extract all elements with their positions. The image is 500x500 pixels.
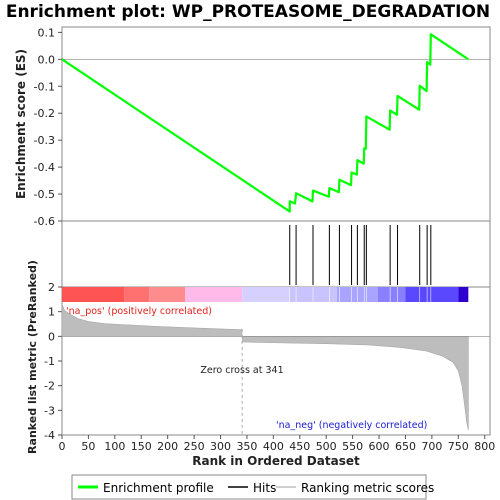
zero-cross-label: Zero cross at 341 [200,365,283,376]
es-y-tick-label: -0.3 [34,134,55,147]
hits-panel-frame [61,220,491,288]
color-bar-segment [62,287,125,302]
es-y-tick-label: -0.4 [34,161,55,174]
x-axis-title: Rank in Ordered Dataset [192,454,360,468]
color-bar-segment [124,287,150,302]
rank-y-tick-label: 1 [48,306,55,319]
enrichment-profile-curve [61,33,490,213]
x-tick-label: 700 [421,440,442,453]
x-tick-label: 750 [448,440,469,453]
color-bar-segment [458,287,469,302]
x-tick-label: 400 [263,440,284,453]
color-bar-segment [242,287,290,302]
x-tick-label: 100 [104,440,125,453]
x-axis: 0 50 100 150 200 250 300 350 400 450 500 550 600 650 7… [59,435,495,453]
color-bar-segment [377,287,406,302]
color-bar-segment [149,287,186,302]
ranking-metric-fill [61,304,469,431]
chart-title: Enrichment plot: WP_PROTEASOME_DEGRADATI… [6,2,490,22]
x-tick-label: 550 [342,440,363,453]
x-tick-label: 150 [131,440,152,453]
rank-y-tick-label: -1 [44,355,55,368]
legend: Enrichment profile Hits Ranking metric s… [71,474,434,500]
rank-y-axis-title: Ranked list metric (PreRanked) [26,260,39,454]
rank-y-tick-label: -3 [44,404,55,417]
rank-y-tick-label: -2 [44,380,55,393]
hit-markers [289,225,432,302]
x-tick-label: 600 [369,440,390,453]
x-tick-label: 0 [59,440,66,453]
negative-correlation-label: 'na_neg' (negatively correlated) [276,420,427,431]
x-tick-label: 800 [474,440,495,453]
x-tick-label: 650 [395,440,416,453]
enrichment-profile-line [61,33,469,213]
color-bar-segment [185,287,243,302]
rank-y-tick-label: 0 [48,330,55,343]
es-y-axis: 0.1 0.0 -0.1 -0.2 -0.3 -0.4 -0.5 -0.6 [34,26,62,228]
rank-y-axis: 2 1 0 -1 -2 -3 -4 [44,281,62,442]
x-tick-label: 250 [184,440,205,453]
x-tick-label: 450 [289,440,310,453]
es-y-tick-label: 0.1 [38,26,56,39]
legend-label-ranking-metric: Ranking metric scores [301,481,434,495]
legend-box [71,474,427,500]
x-tick-label: 50 [81,440,95,453]
es-y-tick-label: -0.1 [34,80,55,93]
x-tick-label: 300 [210,440,231,453]
x-tick-label: 350 [236,440,257,453]
es-y-tick-label: 0.0 [38,53,56,66]
es-y-tick-label: -0.5 [34,188,55,201]
es-y-tick-label: -0.2 [34,107,55,120]
es-panel-frame [61,26,491,222]
ranking-metric-area [61,304,469,431]
rank-panel-frame [61,286,491,436]
es-y-tick-label: -0.6 [34,215,55,228]
rank-y-tick-label: -4 [44,429,55,442]
legend-label-enrichment-profile: Enrichment profile [103,481,214,495]
legend-label-hits: Hits [253,481,276,495]
color-bar-segment [405,287,459,302]
x-tick-label: 200 [157,440,178,453]
rank-y-tick-label: 2 [48,281,55,294]
rank-color-bar [62,287,469,302]
positive-correlation-label: 'na_pos' (positively correlated) [66,306,212,317]
x-tick-label: 500 [316,440,337,453]
es-y-axis-title: Enrichment score (ES) [14,49,28,199]
